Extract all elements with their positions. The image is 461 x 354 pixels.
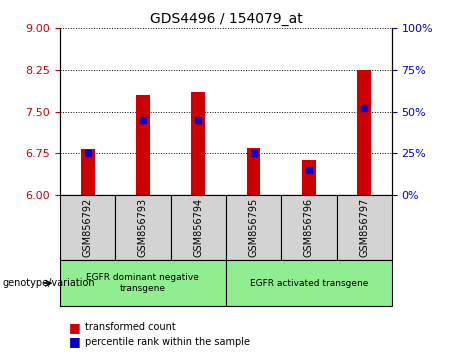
Bar <box>60 260 226 306</box>
Text: transformed count: transformed count <box>85 322 176 332</box>
Bar <box>337 195 392 260</box>
Bar <box>115 195 171 260</box>
Text: GSM856793: GSM856793 <box>138 198 148 257</box>
Text: ■: ■ <box>69 335 81 348</box>
Text: ■: ■ <box>69 321 81 334</box>
Bar <box>226 195 281 260</box>
Bar <box>81 149 95 195</box>
Title: GDS4496 / 154079_at: GDS4496 / 154079_at <box>149 12 302 26</box>
Bar <box>247 148 260 195</box>
Text: GSM856794: GSM856794 <box>193 198 203 257</box>
Bar <box>357 70 371 195</box>
Bar <box>281 195 337 260</box>
Text: percentile rank within the sample: percentile rank within the sample <box>85 337 250 347</box>
Text: GSM856795: GSM856795 <box>248 198 259 257</box>
Bar <box>302 160 316 195</box>
Text: GSM856792: GSM856792 <box>83 198 93 257</box>
Text: genotype/variation: genotype/variation <box>2 278 95 288</box>
Bar <box>60 195 115 260</box>
Text: GSM856796: GSM856796 <box>304 198 314 257</box>
Bar <box>226 260 392 306</box>
Bar <box>171 195 226 260</box>
Bar <box>191 92 205 195</box>
Text: GSM856797: GSM856797 <box>359 198 369 257</box>
Bar <box>136 95 150 195</box>
Text: EGFR activated transgene: EGFR activated transgene <box>250 279 368 288</box>
Text: EGFR dominant negative
transgene: EGFR dominant negative transgene <box>87 274 199 293</box>
